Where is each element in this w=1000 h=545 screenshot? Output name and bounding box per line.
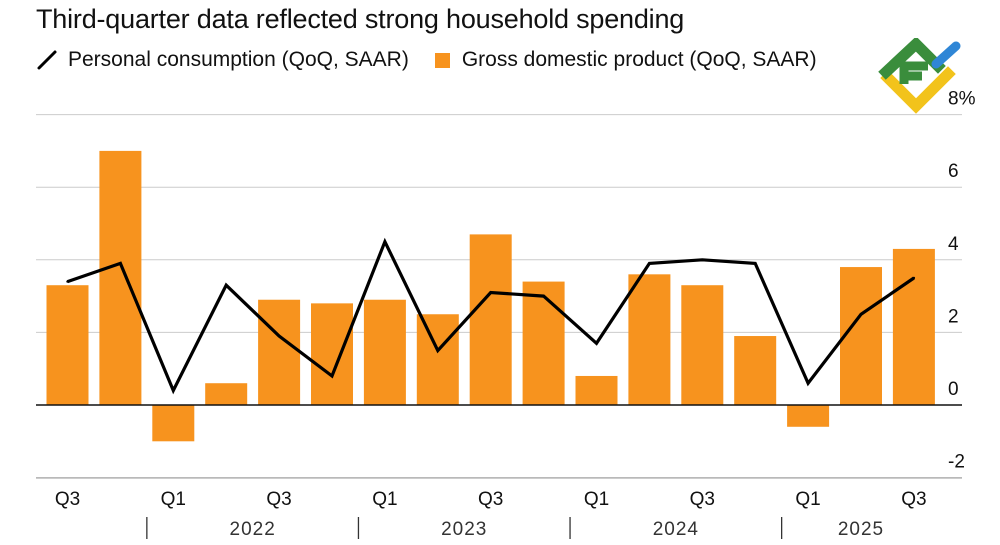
gdp-bar xyxy=(522,281,565,405)
year-label: 2025 xyxy=(838,519,884,540)
y-tick-label: 2 xyxy=(948,306,959,327)
consumption-point xyxy=(754,262,757,265)
gdp-bar xyxy=(575,375,618,405)
gdp-bar xyxy=(628,274,671,405)
consumption-point xyxy=(912,276,916,280)
legend-label-consumption: Personal consumption (QoQ, SAAR) xyxy=(68,48,409,71)
x-tick-label: Q1 xyxy=(372,489,397,510)
x-tick-label: Q3 xyxy=(478,489,503,510)
gdp-bar xyxy=(892,248,935,405)
legend-label-gdp: Gross domestic product (QoQ, SAAR) xyxy=(461,48,817,71)
y-tick-label: 0 xyxy=(948,379,959,400)
legend-line-swatch xyxy=(37,50,57,70)
consumption-point xyxy=(66,280,69,283)
consumption-point xyxy=(383,240,387,243)
x-tick-label: Q1 xyxy=(161,489,186,510)
consumption-point xyxy=(859,313,863,316)
x-tick-label: Q3 xyxy=(266,489,291,510)
consumption-point xyxy=(701,258,704,261)
y-tick-label: 8% xyxy=(948,89,976,110)
x-tick-label: Q3 xyxy=(55,489,80,510)
gdp-bar xyxy=(311,303,353,405)
gdp-bar xyxy=(787,405,830,427)
legend-item-gdp: Gross domestic product (QoQ, SAAR) xyxy=(434,48,817,72)
consumption-point xyxy=(806,382,810,385)
consumption-point xyxy=(330,374,334,378)
legend-item-consumption: Personal consumption (QoQ, SAAR) xyxy=(36,48,409,72)
chart-title: Third-quarter data reflected strong hous… xyxy=(36,4,685,34)
y-tick-label: -2 xyxy=(948,452,965,473)
x-tick-label: Q1 xyxy=(584,489,609,510)
chart-legend: Personal consumption (QoQ, SAAR) Gross d… xyxy=(36,46,843,74)
brand-logo-icon xyxy=(878,38,961,114)
gdp-bar xyxy=(363,299,406,405)
consumption-point xyxy=(277,334,281,338)
gdp-bar xyxy=(681,285,724,405)
consumption-point xyxy=(119,262,122,265)
gdp-bar xyxy=(258,299,301,405)
consumption-point xyxy=(225,284,228,287)
gdp-bar xyxy=(205,383,248,405)
gdp-bar xyxy=(469,234,512,405)
consumption-point xyxy=(172,389,175,392)
x-tick-label: Q3 xyxy=(901,489,926,510)
year-label: 2023 xyxy=(441,519,487,540)
gdp-bar xyxy=(840,267,882,405)
consumption-point xyxy=(436,349,439,352)
legend-bar-swatch xyxy=(434,52,450,68)
y-tick-label: 4 xyxy=(948,234,959,255)
x-tick-label: Q1 xyxy=(795,489,820,510)
consumption-point xyxy=(542,294,545,298)
x-tick-label: Q3 xyxy=(690,489,715,510)
consumption-point xyxy=(648,262,651,265)
year-label: 2024 xyxy=(653,519,699,540)
consumption-point xyxy=(595,342,598,345)
y-tick-label: 6 xyxy=(948,161,959,182)
gdp-bar xyxy=(46,285,89,405)
consumption-point xyxy=(489,291,492,294)
year-label: 2022 xyxy=(230,519,276,540)
gdp-bar xyxy=(416,314,459,405)
gdp-bar xyxy=(152,405,195,442)
gdp-bar xyxy=(99,150,142,405)
gdp-bar xyxy=(734,336,777,405)
